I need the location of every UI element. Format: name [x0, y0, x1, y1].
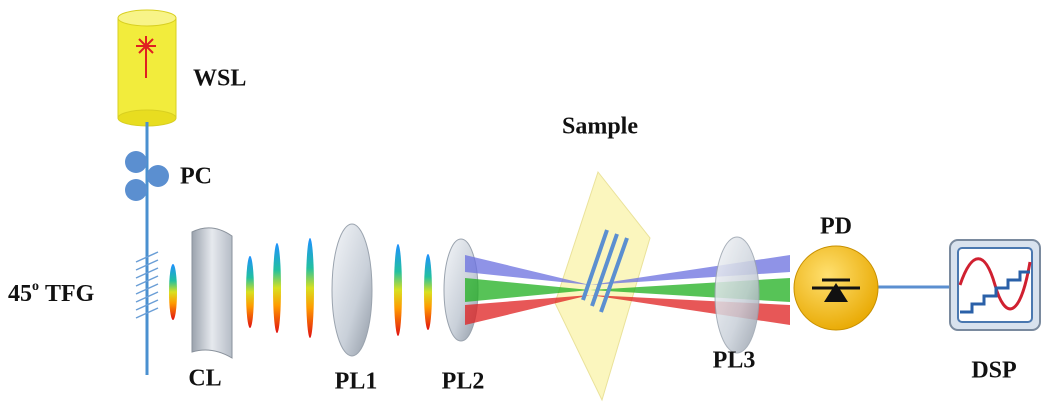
label-superscript: o [32, 279, 39, 294]
lens [331, 223, 373, 357]
label: PC [180, 164, 212, 190]
cylindrical-lens [191, 227, 233, 359]
label: PL1 [335, 369, 378, 395]
dsp-icon [949, 239, 1041, 331]
label: CL [188, 366, 221, 392]
label: DSP [971, 358, 1016, 384]
sample-plate [554, 170, 651, 402]
polarization-controller [125, 151, 169, 201]
label-part: TFG [45, 281, 95, 307]
label: PD [820, 214, 852, 240]
photodiode [793, 245, 879, 331]
sample-stripes [581, 229, 629, 313]
label: 45o TFG [8, 279, 95, 306]
label-part: 45 [8, 281, 32, 307]
label: Sample [562, 114, 638, 140]
lens [714, 236, 760, 354]
label: PL2 [442, 369, 485, 395]
grating [135, 251, 159, 319]
spectrum-slices [169, 238, 432, 338]
light-source [117, 9, 177, 127]
label: PL3 [713, 348, 756, 374]
label: WSL [193, 66, 246, 92]
